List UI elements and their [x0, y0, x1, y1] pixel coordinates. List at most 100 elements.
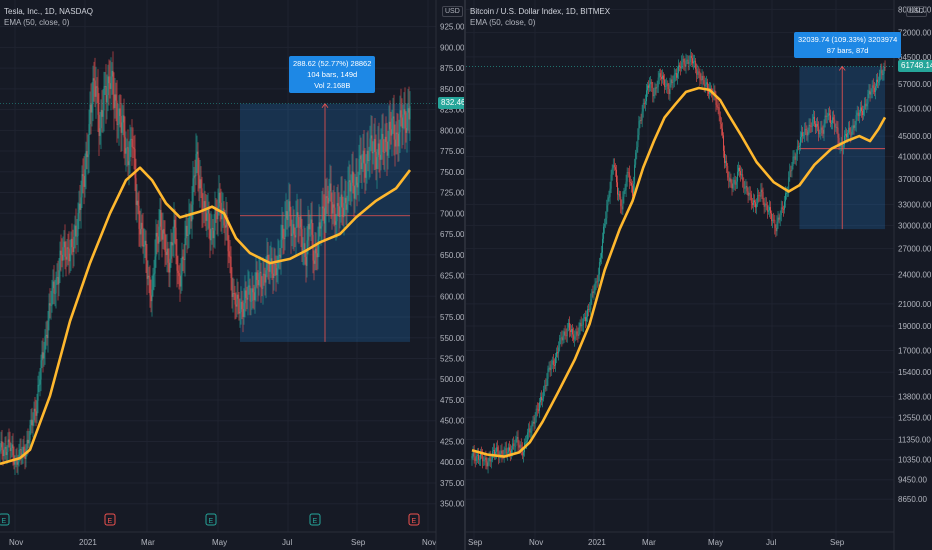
- candle-body: [508, 447, 509, 453]
- y-tick-label: 775.00: [440, 147, 465, 156]
- candle-body: [620, 196, 622, 207]
- candle-body: [61, 254, 63, 261]
- tesla-measure-label: 288.62 (52.77%) 28862 104 bars, 149d Vol…: [289, 56, 376, 93]
- x-tick-label: May: [708, 538, 723, 547]
- candle-body: [124, 137, 126, 154]
- candle-body: [573, 334, 575, 340]
- candle-body: [234, 293, 236, 305]
- candle-body: [98, 114, 100, 136]
- candle-body: [841, 143, 843, 148]
- candle-body: [330, 183, 332, 202]
- candle-body: [281, 225, 283, 240]
- candle-body: [264, 274, 266, 283]
- tesla-chart-pane[interactable]: 925.00 900.00 875.00 850.00 825.00 800.00 775.…: [0, 0, 469, 550]
- candle-body: [39, 379, 41, 385]
- candle-body: [851, 129, 853, 136]
- candle-body: [154, 256, 156, 274]
- tesla-currency-label[interactable]: USD: [442, 6, 463, 17]
- candle-body: [498, 451, 500, 458]
- candle-body: [735, 181, 737, 185]
- y-tick-label: 500.00: [440, 375, 465, 384]
- candle-body: [748, 192, 750, 196]
- candle-body: [140, 222, 142, 235]
- candle-body: [720, 124, 722, 129]
- earnings-marker-label: E: [313, 518, 318, 525]
- candle-body: [827, 113, 829, 117]
- candle-body: [231, 278, 233, 297]
- candle-body: [132, 146, 134, 148]
- candle-body: [379, 154, 381, 160]
- candle-body: [602, 238, 603, 253]
- candle-body: [358, 159, 360, 183]
- tesla-chart-canvas[interactable]: 925.00 900.00 875.00 850.00 825.00 800.00 775.…: [0, 0, 466, 550]
- candle-body: [543, 389, 545, 399]
- candle-body: [193, 175, 195, 179]
- candle-body: [8, 439, 10, 442]
- candle-body: [506, 452, 508, 454]
- candle-body: [549, 367, 551, 371]
- candle-body: [152, 274, 154, 290]
- candle-body: [643, 103, 645, 105]
- candle-body: [526, 441, 527, 443]
- candle-body: [662, 75, 663, 79]
- candle-body: [583, 317, 585, 319]
- candle-body: [644, 101, 646, 105]
- candle-body: [512, 443, 514, 450]
- candle-body: [57, 277, 59, 285]
- candle-body: [110, 76, 112, 89]
- candle-body: [732, 183, 734, 189]
- candle-body: [40, 360, 42, 380]
- candle-body: [247, 285, 249, 300]
- candle-body: [118, 108, 120, 125]
- candle-body: [818, 126, 820, 135]
- candle-body: [658, 73, 660, 78]
- measure-arrow: [321, 103, 329, 109]
- candle-body: [349, 180, 351, 192]
- pane-divider[interactable]: [464, 0, 467, 550]
- candle-body: [762, 192, 764, 203]
- candle-body: [275, 263, 277, 276]
- candle-body: [315, 248, 317, 254]
- candle-body: [402, 114, 404, 129]
- candle-body: [794, 156, 796, 160]
- candle-body: [564, 331, 566, 336]
- candle-body: [728, 177, 730, 182]
- bitcoin-chart-canvas[interactable]: 80000.00 72000.00 64500.00 57000.00 51000.00…: [466, 0, 932, 550]
- y-tick-label: 17000.00: [898, 346, 932, 355]
- candle-body: [675, 73, 677, 78]
- candle-body: [12, 444, 14, 456]
- earnings-marker: [205, 513, 217, 526]
- candle-body: [227, 226, 229, 252]
- candle-body: [632, 185, 633, 196]
- candle-body: [328, 191, 330, 204]
- y-tick-label: 11350.00: [898, 435, 931, 444]
- candle-body: [165, 251, 167, 255]
- y-tick-label: 375.00: [440, 479, 465, 488]
- bitcoin-currency-label[interactable]: USD: [906, 6, 927, 17]
- candle-body: [797, 146, 799, 148]
- tesla-legend: Tesla, Inc., 1D, NASDAQ EMA (50, close, …: [4, 6, 93, 28]
- candle-body: [871, 85, 873, 92]
- candle-body: [724, 150, 725, 163]
- candle-body: [823, 123, 825, 134]
- bitcoin-chart-pane[interactable]: 80000.00 72000.00 64500.00 57000.00 51000.00…: [466, 0, 932, 550]
- candle-body: [495, 451, 496, 455]
- candle-body: [181, 256, 183, 275]
- y-tick-label: 400.00: [440, 458, 465, 467]
- candle-body: [865, 103, 867, 107]
- candle-body: [473, 451, 475, 458]
- candle-body: [763, 202, 765, 207]
- candle-body: [192, 178, 194, 205]
- candle-body: [612, 164, 614, 169]
- candle-body: [689, 55, 691, 62]
- candle-body: [37, 384, 39, 401]
- ema-line: [0, 166, 412, 466]
- candle-body: [162, 229, 164, 240]
- candle-body: [532, 421, 534, 424]
- candle-body: [221, 210, 223, 220]
- candle-body: [696, 69, 698, 75]
- candle-body: [657, 77, 659, 88]
- candle-body: [510, 450, 511, 456]
- candle-body: [694, 60, 695, 62]
- candle-body: [79, 203, 81, 210]
